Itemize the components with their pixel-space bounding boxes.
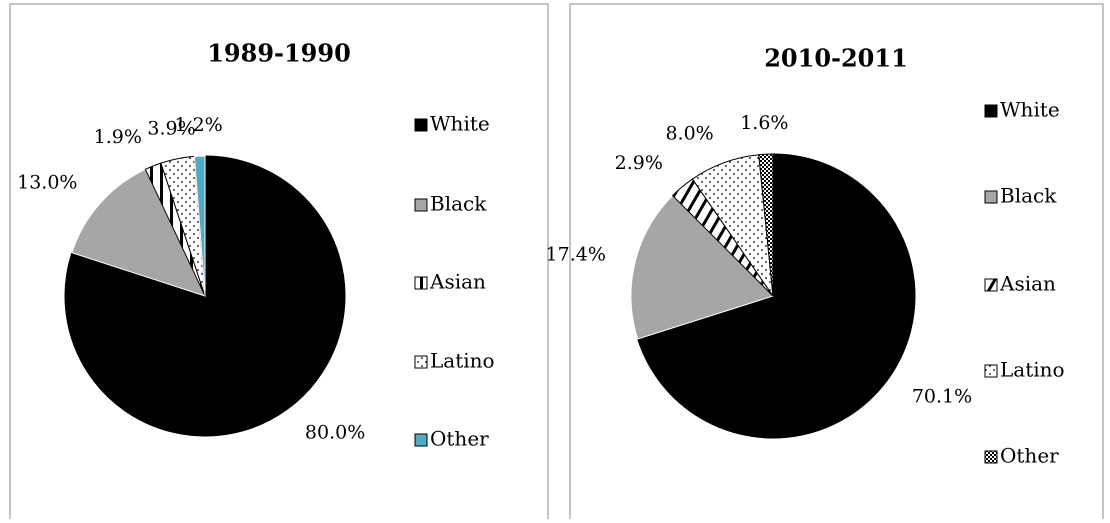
data-label: 13.0% (17, 172, 77, 194)
legend-swatch (414, 355, 428, 369)
data-label: 70.1% (912, 386, 972, 408)
data-label: 80.0% (305, 422, 365, 444)
pie-slice (637, 153, 916, 439)
data-label: 1.2% (174, 114, 222, 136)
legend-label: White (1000, 98, 1060, 122)
data-label: 1.6% (740, 112, 788, 134)
legend-swatch (414, 118, 428, 132)
pie-slice (193, 155, 206, 297)
pie-slice (630, 194, 774, 340)
data-label: 1.9% (94, 126, 142, 148)
chart-title: 1989-1990 (207, 39, 351, 68)
legend-label: Asian (999, 272, 1056, 296)
data-label: 17.4% (546, 243, 606, 265)
data-label: 8.0% (665, 123, 713, 145)
chart-frame (569, 3, 1104, 523)
legend-label: Other (1000, 444, 1059, 468)
legend-swatch (984, 190, 998, 204)
legend-label: Latino (1000, 358, 1065, 382)
legend-label: Other (430, 427, 489, 451)
legend-label: Black (1000, 184, 1057, 208)
chart-frame (9, 3, 549, 523)
pie-slice (71, 168, 206, 297)
legend-swatch (984, 364, 998, 378)
legend-swatch (984, 104, 998, 118)
legend-swatch (414, 433, 428, 447)
legend-label: White (430, 112, 490, 136)
data-label: 2.9% (615, 152, 663, 174)
legend-swatch (414, 276, 428, 290)
legend-swatch (414, 198, 428, 212)
data-label: 3.9% (147, 117, 195, 139)
legend-label: Black (430, 192, 487, 216)
pie-slice (758, 153, 774, 297)
chart-title: 2010-2011 (764, 44, 908, 73)
legend-swatch (984, 278, 998, 292)
legend-label: Asian (429, 270, 486, 294)
legend-label: Latino (430, 349, 495, 373)
legend-swatch (984, 450, 998, 464)
